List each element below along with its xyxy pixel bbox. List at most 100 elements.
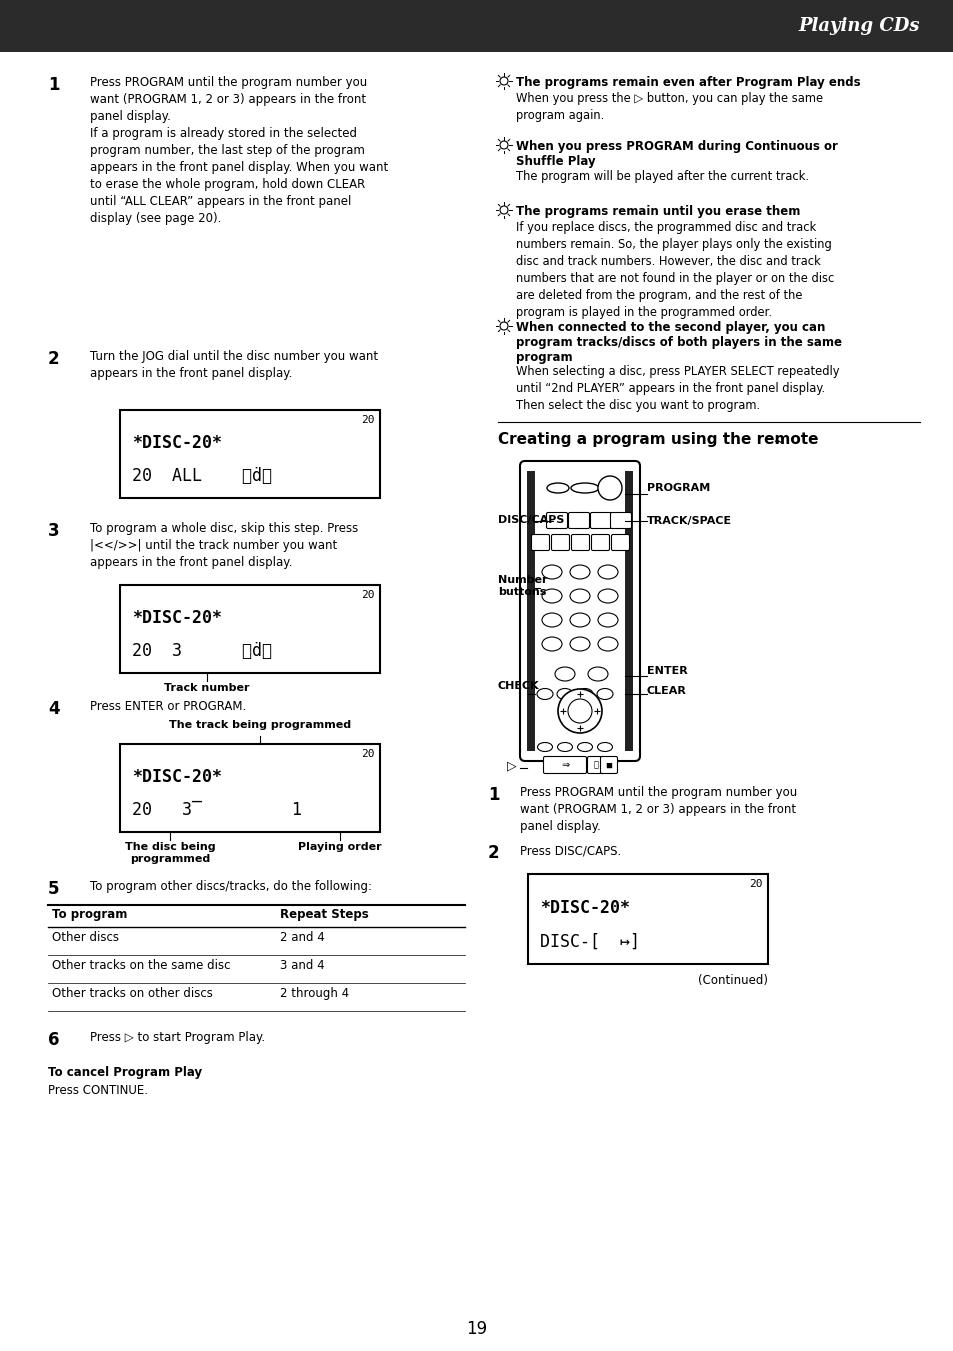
Text: 1: 1 (48, 76, 59, 95)
Ellipse shape (537, 743, 552, 751)
Ellipse shape (537, 689, 553, 700)
Text: 20: 20 (361, 748, 375, 759)
FancyBboxPatch shape (571, 535, 589, 550)
Bar (120, 585, 379, 673)
Circle shape (558, 689, 601, 734)
Bar (526, 471, 535, 751)
Ellipse shape (569, 613, 589, 627)
Ellipse shape (577, 743, 592, 751)
FancyBboxPatch shape (551, 535, 569, 550)
Text: ▷: ▷ (506, 759, 517, 773)
FancyBboxPatch shape (568, 512, 589, 528)
Ellipse shape (569, 638, 589, 651)
Ellipse shape (597, 743, 612, 751)
Text: Playing CDs: Playing CDs (798, 18, 919, 35)
FancyBboxPatch shape (611, 535, 629, 550)
Text: 20   3̅         1: 20 3̅ 1 (132, 801, 302, 819)
Text: ENTER: ENTER (646, 666, 687, 676)
FancyBboxPatch shape (610, 512, 631, 528)
Ellipse shape (546, 484, 568, 493)
Text: *DISC-20*: *DISC-20* (132, 435, 222, 453)
Text: Other tracks on other discs: Other tracks on other discs (52, 988, 213, 1000)
Text: 6: 6 (48, 1031, 59, 1048)
Text: Track number: Track number (164, 684, 250, 693)
Text: *DISC-20*: *DISC-20* (132, 769, 222, 786)
Ellipse shape (598, 565, 618, 580)
Text: To program other discs/tracks, do the following:: To program other discs/tracks, do the fo… (90, 880, 372, 893)
Ellipse shape (557, 743, 572, 751)
Text: 2: 2 (488, 844, 499, 862)
FancyBboxPatch shape (531, 535, 549, 550)
Text: ⇒: ⇒ (561, 761, 570, 770)
Text: Other tracks on the same disc: Other tracks on the same disc (52, 959, 231, 971)
Ellipse shape (587, 667, 607, 681)
Text: When you press the ▷ button, you can play the same
program again.: When you press the ▷ button, you can pla… (516, 92, 822, 122)
Text: The programs remain until you erase them: The programs remain until you erase them (516, 205, 800, 218)
Text: 20: 20 (749, 880, 762, 889)
Ellipse shape (598, 638, 618, 651)
Text: 2: 2 (48, 350, 59, 367)
FancyBboxPatch shape (587, 757, 604, 774)
Text: Press ENTER or PROGRAM.: Press ENTER or PROGRAM. (90, 700, 246, 713)
Text: Turn the JOG dial until the disc number you want
appears in the front panel disp: Turn the JOG dial until the disc number … (90, 350, 377, 380)
Circle shape (499, 322, 507, 330)
Text: ⌁: ⌁ (772, 434, 781, 449)
Ellipse shape (569, 589, 589, 603)
Circle shape (598, 476, 621, 500)
Text: 20  ALL    ⎔ḋ⎔: 20 ALL ⎔ḋ⎔ (132, 467, 272, 485)
Text: Press PROGRAM until the program number you
want (PROGRAM 1, 2 or 3) appears in t: Press PROGRAM until the program number y… (519, 786, 797, 834)
Ellipse shape (555, 667, 575, 681)
Text: Press CONTINUE.: Press CONTINUE. (48, 1084, 148, 1097)
Circle shape (499, 77, 507, 85)
Text: Repeat Steps: Repeat Steps (280, 908, 369, 921)
Text: To program a whole disc, skip this step. Press
|<</>>| until the track number yo: To program a whole disc, skip this step.… (90, 521, 358, 569)
Text: CLEAR: CLEAR (646, 686, 686, 696)
Text: The disc being
programmed: The disc being programmed (125, 842, 215, 863)
Text: When connected to the second player, you can
program tracks/discs of both player: When connected to the second player, you… (516, 322, 841, 363)
Text: Creating a program using the remote: Creating a program using the remote (497, 432, 818, 447)
Text: To cancel Program Play: To cancel Program Play (48, 1066, 202, 1079)
Circle shape (567, 698, 592, 723)
Text: When you press PROGRAM during Continuous or
Shuffle Play: When you press PROGRAM during Continuous… (516, 141, 837, 168)
Ellipse shape (569, 565, 589, 580)
FancyBboxPatch shape (590, 512, 611, 528)
Text: PROGRAM: PROGRAM (646, 484, 709, 493)
FancyBboxPatch shape (591, 535, 609, 550)
Text: 20: 20 (361, 415, 375, 426)
Text: When selecting a disc, press PLAYER SELECT repeatedly
until “2nd PLAYER” appears: When selecting a disc, press PLAYER SELE… (516, 365, 839, 412)
Circle shape (499, 205, 507, 213)
Text: DISC/CAPS: DISC/CAPS (497, 515, 564, 526)
Bar (624, 471, 633, 751)
Text: Press ▷ to start Program Play.: Press ▷ to start Program Play. (90, 1031, 265, 1044)
Bar (0, 0, 953, 51)
Bar (120, 409, 379, 499)
Text: The programs remain even after Program Play ends: The programs remain even after Program P… (516, 76, 860, 89)
Text: Press DISC/CAPS.: Press DISC/CAPS. (519, 844, 620, 857)
FancyBboxPatch shape (519, 461, 639, 761)
Ellipse shape (541, 613, 561, 627)
Ellipse shape (541, 589, 561, 603)
Text: ⏸: ⏸ (593, 761, 598, 770)
Text: 4: 4 (48, 700, 59, 717)
Bar (527, 874, 767, 965)
Text: 3: 3 (48, 521, 59, 540)
Text: Playing order: Playing order (298, 842, 381, 852)
Text: (Continued): (Continued) (698, 974, 767, 988)
Ellipse shape (557, 689, 573, 700)
Bar (120, 744, 379, 832)
Ellipse shape (597, 689, 613, 700)
Text: Number
buttons: Number buttons (497, 576, 547, 597)
Text: 20: 20 (361, 590, 375, 600)
Text: CHECK: CHECK (497, 681, 539, 690)
Text: 3 and 4: 3 and 4 (280, 959, 324, 971)
Text: 2 through 4: 2 through 4 (280, 988, 349, 1000)
Text: 19: 19 (466, 1320, 487, 1337)
FancyBboxPatch shape (599, 757, 617, 774)
Text: 20  3      ⎔ḋ⎔: 20 3 ⎔ḋ⎔ (132, 642, 272, 661)
Ellipse shape (598, 613, 618, 627)
Text: TRACK/SPACE: TRACK/SPACE (646, 516, 731, 526)
Text: *DISC-20*: *DISC-20* (539, 900, 629, 917)
Text: The track being programmed: The track being programmed (169, 720, 351, 730)
Circle shape (499, 141, 507, 149)
Text: The program will be played after the current track.: The program will be played after the cur… (516, 170, 808, 182)
